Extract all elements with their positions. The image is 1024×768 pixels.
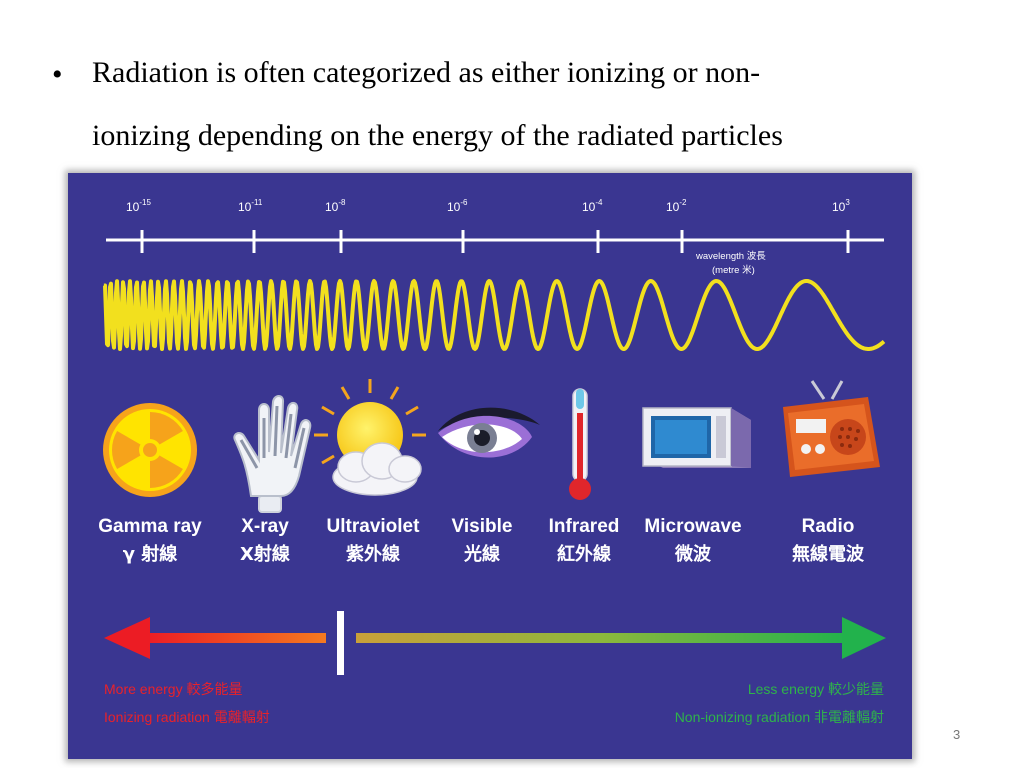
scale-tick-label: 10-11 [238,198,263,214]
tick-group: 10-15 10-11 10-8 10-6 10-4 10-2 103 [126,198,850,253]
spectrum-svg: 10-15 10-11 10-8 10-6 10-4 10-2 103 wavelength… [68,173,912,759]
page-number: 3 [953,727,960,742]
scale-tick-label: 10-2 [666,198,687,214]
thermometer-icon [569,389,591,500]
ionizing-radiation-label: Ionizing radiation 電離輻射 [104,709,270,725]
radiation-type-name: Infrared [549,516,620,537]
eye-icon [438,408,540,458]
radiation-type-chinese-name: 紫外線 [346,543,400,565]
more-energy-arrow [104,617,326,659]
non-ionizing-radiation-label: Non-ionizing radiation 非電離輻射 [675,709,884,725]
radiation-type-name: X-ray [241,516,289,537]
scale-label-metre: (metre 米) [712,264,755,276]
body-text-line-2: ionizing depending on the energy of the … [92,119,783,153]
less-energy-arrow [356,617,886,659]
radiation-type-name: Radio [802,516,855,537]
radiation-icon [101,403,197,497]
radiation-type-labels: Gamma ray γ 射線 X-ray X射線 Ultraviolet 紫外線 Visib… [98,516,865,565]
body-text-line-1: Radiation is often categorized as either… [92,56,760,90]
less-energy-label: Less energy 較少能量 [748,681,884,697]
slide: • Radiation is often categorized as eith… [0,0,1024,768]
electromagnetic-spectrum-figure: 10-15 10-11 10-8 10-6 10-4 10-2 103 wavelength… [68,173,912,759]
scale-tick-label: 10-8 [325,198,346,214]
radiation-type-name: Visible [452,516,513,537]
radiation-type-chinese-name: 光線 [463,543,500,565]
radiation-type-name: Gamma ray [98,516,202,537]
sun-icon [314,379,426,495]
hand-xray-icon [234,396,310,512]
more-energy-label: More energy 較多能量 [104,681,242,697]
bullet-point: • [52,58,63,92]
microwave-icon [643,408,751,468]
radiation-type-chinese-name: 紅外線 [557,543,611,565]
radiation-type-chinese-name: 無線電波 [792,543,865,565]
scale-tick-label: 103 [832,198,850,214]
radiation-type-name: Ultraviolet [327,516,421,537]
radio-icon [783,381,880,477]
scale-tick-label: 10-6 [447,198,468,214]
scale-label-wavelength: wavelength 波長 [695,250,766,262]
radiation-type-chinese-name: 微波 [674,543,712,565]
radiation-type-chinese-name: X射線 [240,543,290,565]
radiation-type-chinese-name: γ 射線 [123,543,178,565]
wave-curve [104,281,884,349]
scale-tick-label: 10-4 [582,198,603,214]
radiation-type-name: Microwave [644,516,741,537]
scale-tick-label: 10-15 [126,198,151,214]
ionizing-boundary-marker [337,611,344,675]
